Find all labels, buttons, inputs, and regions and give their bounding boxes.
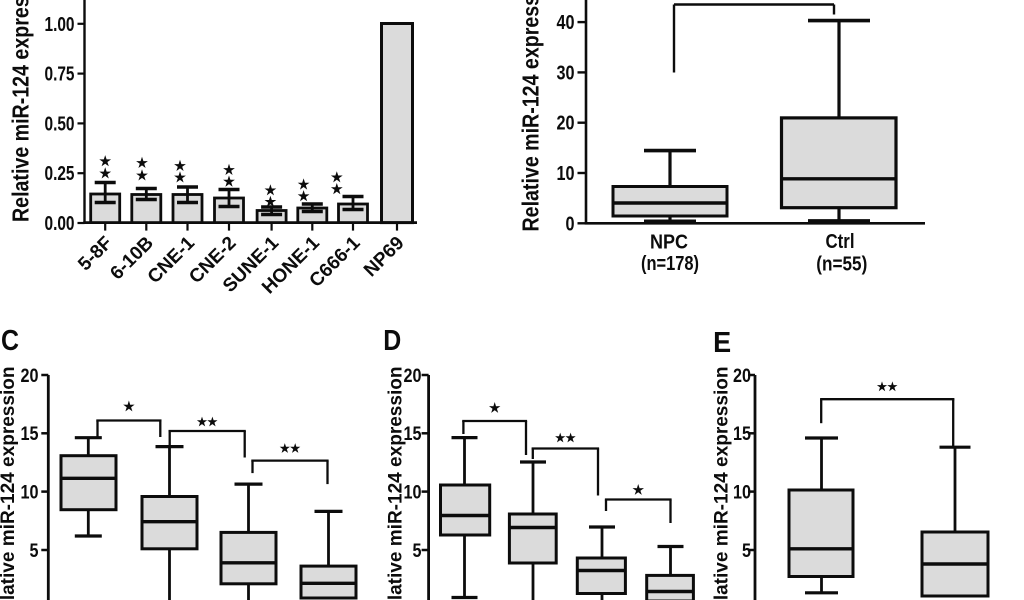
svg-text:0.75: 0.75 <box>45 64 75 86</box>
svg-text:1.00: 1.00 <box>45 14 75 36</box>
svg-text:C: C <box>1 325 19 357</box>
svg-text:15: 15 <box>404 423 422 445</box>
svg-text:Relative miR-124 expression: Relative miR-124 expression <box>0 367 19 600</box>
svg-text:15: 15 <box>733 423 751 445</box>
svg-text:Relative miR-124 expression: Relative miR-124 expression <box>8 0 34 222</box>
svg-text:5: 5 <box>742 540 751 562</box>
svg-text:15: 15 <box>21 423 39 445</box>
svg-text:5: 5 <box>30 540 39 562</box>
svg-text:Relative miR-124 expression: Relative miR-124 expression <box>710 367 732 600</box>
svg-text:Relative miR-124 expression: Relative miR-124 expression <box>385 367 407 600</box>
svg-text:Relative miR-124 expression: Relative miR-124 expression <box>518 0 544 232</box>
svg-text:10: 10 <box>404 481 422 503</box>
svg-text:20: 20 <box>557 113 575 135</box>
svg-text:D: D <box>383 325 401 357</box>
svg-text:5: 5 <box>413 540 422 562</box>
svg-text:30: 30 <box>557 62 575 84</box>
svg-text:20: 20 <box>21 365 39 387</box>
svg-text:(n=55): (n=55) <box>816 254 867 276</box>
svg-text:0: 0 <box>566 213 575 235</box>
svg-text:(n=178): (n=178) <box>641 253 699 275</box>
svg-text:20: 20 <box>733 365 751 387</box>
svg-text:10: 10 <box>557 163 575 185</box>
svg-text:20: 20 <box>404 365 422 387</box>
svg-text:0.25: 0.25 <box>45 163 75 185</box>
svg-text:NPC: NPC <box>650 232 688 254</box>
svg-text:0.50: 0.50 <box>45 113 75 135</box>
svg-text:Ctrl: Ctrl <box>826 231 855 253</box>
svg-text:40: 40 <box>557 12 575 34</box>
svg-text:E: E <box>713 327 731 359</box>
svg-text:0.00: 0.00 <box>45 213 75 235</box>
svg-text:10: 10 <box>733 481 751 503</box>
svg-text:10: 10 <box>21 481 39 503</box>
